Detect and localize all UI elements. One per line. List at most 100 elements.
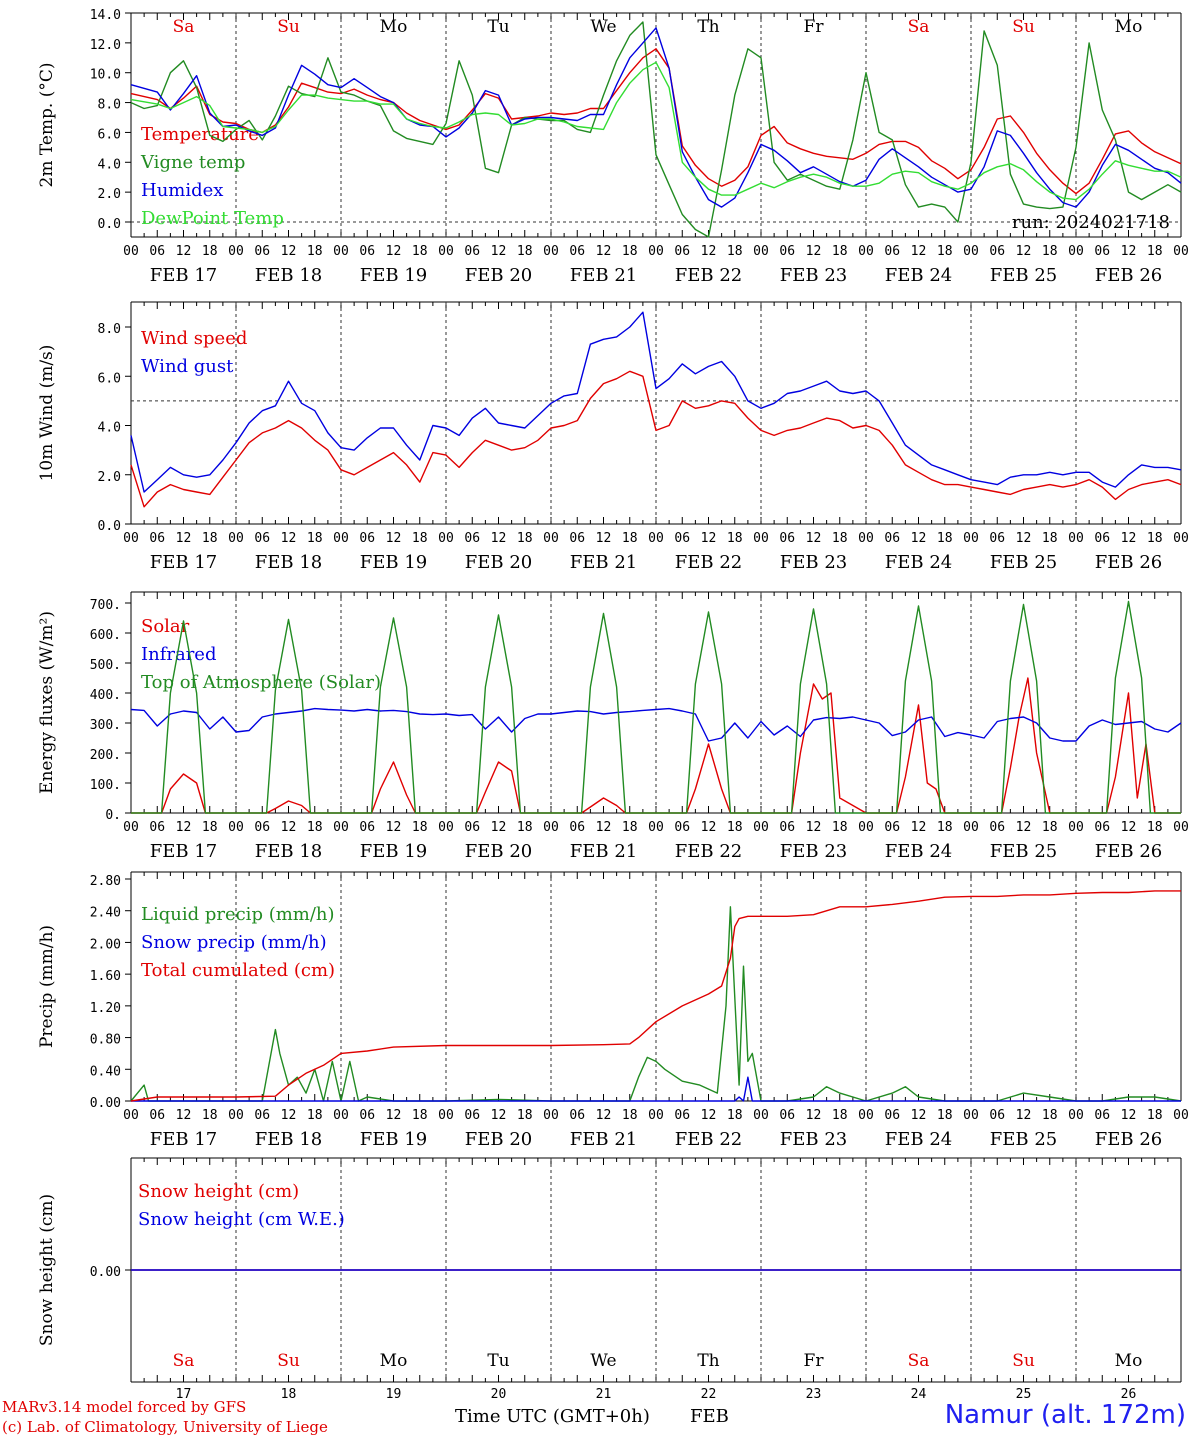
day-number-label: 18 [281, 1387, 297, 1402]
series-line-total-cumulated-cm- [130, 890, 1181, 1102]
hour-label: 12 [806, 531, 822, 546]
hour-label: 18 [1042, 1108, 1058, 1123]
hour-label: 00 [543, 820, 559, 835]
hour-label: 12 [596, 531, 612, 546]
hour-label: 12 [701, 820, 717, 835]
y-tick-label: 0.00 [90, 1096, 121, 1111]
weekday-label-bottom: Sa [173, 1351, 195, 1371]
date-label: FEB 25 [990, 552, 1057, 573]
hour-label: 12 [176, 531, 192, 546]
hour-label: 00 [333, 531, 349, 546]
hour-label: 00 [648, 820, 664, 835]
date-label: FEB 26 [1095, 841, 1162, 862]
y-tick-label: 0.40 [90, 1064, 121, 1079]
hour-label: 00 [1173, 820, 1189, 835]
day-number-label: 20 [491, 1387, 507, 1402]
y-tick-label: 8.0 [98, 322, 121, 337]
day-number-label: 23 [806, 1387, 822, 1402]
hour-label: 00 [438, 531, 454, 546]
weekday-label-top: We [590, 17, 616, 37]
date-label: FEB 18 [255, 841, 322, 862]
hour-label: 00 [1068, 1108, 1084, 1123]
hour-label: 18 [307, 820, 323, 835]
date-label: FEB 23 [780, 552, 847, 573]
hour-label: 18 [1042, 820, 1058, 835]
hour-label: 06 [884, 820, 900, 835]
date-label: FEB 18 [255, 552, 322, 573]
hour-label: 18 [517, 244, 533, 259]
date-label: FEB 20 [465, 265, 532, 286]
hour-label: 12 [911, 244, 927, 259]
hour-label: 06 [1094, 820, 1110, 835]
hour-label: 06 [884, 1108, 900, 1123]
hour-label: 00 [753, 531, 769, 546]
y-tick-label: 10.0 [90, 68, 121, 83]
hour-label: 12 [596, 1108, 612, 1123]
date-label: FEB 17 [150, 552, 217, 573]
model-credit: MARv3.14 model forced by GFS [2, 1398, 247, 1416]
hour-label: 06 [989, 1108, 1005, 1123]
hour-label: 00 [648, 531, 664, 546]
legend-entry: Wind gust [141, 356, 234, 377]
hour-label: 18 [832, 531, 848, 546]
month-label: FEB [690, 1406, 729, 1427]
hour-label: 06 [779, 1108, 795, 1123]
hour-label: 12 [1016, 244, 1032, 259]
hour-label: 06 [569, 531, 585, 546]
y-tick-label: 100. [90, 778, 121, 793]
hour-label: 12 [491, 820, 507, 835]
day-number-label: 25 [1016, 1387, 1032, 1402]
hour-label: 18 [412, 531, 428, 546]
date-label: FEB 21 [570, 841, 637, 862]
weekday-label-top: Fr [804, 17, 825, 37]
hour-label: 06 [359, 820, 375, 835]
hour-label: 00 [858, 244, 874, 259]
date-label: FEB 18 [255, 265, 322, 286]
date-label: FEB 26 [1095, 552, 1162, 573]
series-line-dewpoint-temp [130, 61, 1182, 201]
series-line-wind-speed [130, 370, 1182, 508]
weekday-label-top: Tu [487, 17, 509, 37]
hour-label: 12 [176, 1108, 192, 1123]
y-tick-label: 12.0 [90, 38, 121, 53]
hour-label: 12 [281, 244, 297, 259]
hour-label: 18 [937, 531, 953, 546]
hour-label: 12 [491, 1108, 507, 1123]
hour-label: 06 [464, 244, 480, 259]
hour-label: 18 [832, 820, 848, 835]
legend-entry: Snow height (cm) [138, 1181, 299, 1202]
y-tick-label: 700. [90, 598, 121, 613]
hour-label: 00 [963, 820, 979, 835]
y-tick-label: 1.20 [90, 1001, 121, 1016]
hour-label: 00 [963, 531, 979, 546]
date-label: FEB 26 [1095, 265, 1162, 286]
date-label: FEB 17 [150, 265, 217, 286]
hour-label: 06 [464, 820, 480, 835]
day-number-label: 22 [701, 1387, 717, 1402]
date-label: FEB 21 [570, 552, 637, 573]
hour-label: 12 [806, 1108, 822, 1123]
station-label: Namur (alt. 172m) [944, 1400, 1186, 1430]
run-annotation: run: 2024021718 [1012, 212, 1170, 233]
y-tick-label: 6.0 [98, 371, 121, 386]
copyright-credit: (c) Lab. of Climatology, University of L… [2, 1418, 328, 1436]
hour-label: 00 [438, 820, 454, 835]
hour-label: 00 [753, 244, 769, 259]
hour-label: 06 [464, 531, 480, 546]
hour-label: 18 [937, 1108, 953, 1123]
date-label: FEB 19 [360, 265, 427, 286]
hour-label: 06 [569, 1108, 585, 1123]
y-tick-label: 0. [105, 808, 121, 823]
weekday-label-bottom: Mo [1115, 1351, 1143, 1371]
hour-label: 12 [911, 1108, 927, 1123]
hour-label: 06 [149, 531, 165, 546]
series-line-snow-precip-mm-h- [131, 1076, 1181, 1102]
hour-label: 00 [333, 244, 349, 259]
hour-label: 06 [779, 820, 795, 835]
date-label: FEB 26 [1095, 1129, 1162, 1150]
hour-label: 18 [727, 1108, 743, 1123]
legend-entry: Snow precip (mm/h) [141, 932, 327, 953]
y-tick-label: 600. [90, 628, 121, 643]
hour-label: 12 [1016, 1108, 1032, 1123]
hour-label: 18 [727, 531, 743, 546]
